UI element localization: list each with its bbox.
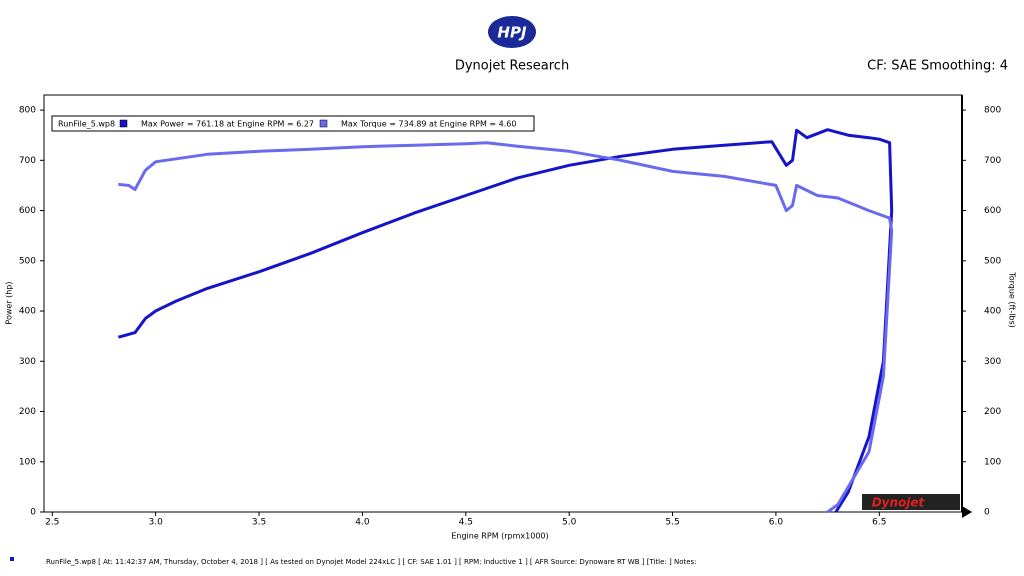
- y2-tick-label: 600: [984, 206, 1001, 216]
- y2-tick-label: 700: [984, 156, 1001, 166]
- x-tick-label: 3.5: [252, 518, 266, 528]
- y2-tick-label: 400: [984, 307, 1001, 317]
- y-tick-label: 800: [19, 106, 36, 116]
- y2-axis-label: Torque (ft-lbs): [1008, 271, 1017, 328]
- brand-text: Dynojet: [872, 496, 926, 510]
- legend-box: [51, 115, 535, 132]
- y-tick-label: 100: [19, 457, 36, 467]
- x-tick-label: 2.5: [45, 518, 59, 528]
- x-axis-label: Engine RPM (rpmx1000): [451, 532, 548, 541]
- chart-title: Dynojet Research: [455, 59, 569, 74]
- footer-marker: [10, 557, 14, 561]
- x-tick-label: 6.0: [769, 518, 784, 528]
- dynojet-logo: Dynojet: [862, 494, 960, 510]
- legend-label: Max Torque = 734.89 at Engine RPM = 4.60: [341, 120, 516, 129]
- y2-tick-label: 500: [984, 256, 1001, 266]
- hpj-logo: HPJ: [488, 16, 536, 48]
- y-tick-label: 400: [19, 307, 36, 317]
- legend-label: Max Power = 761.18 at Engine RPM = 6.27: [141, 120, 314, 129]
- legend: RunFile_5.wp8 Max Power = 761.18 at Engi…: [51, 115, 535, 132]
- x-tick-label: 6.5: [872, 518, 886, 528]
- y2-tick-label: 200: [984, 407, 1001, 417]
- y2-tick-label: 300: [984, 357, 1001, 367]
- logo-text: HPJ: [497, 24, 527, 42]
- y-axis-label: Power (hp): [5, 281, 14, 324]
- y2-tick-label: 100: [984, 457, 1001, 467]
- x-axis-arrow: [962, 506, 972, 518]
- y-tick-label: 200: [19, 407, 36, 417]
- legend-title: RunFile_5.wp8: [58, 120, 115, 129]
- x-tick-label: 4.5: [459, 518, 473, 528]
- chart-subtitle: CF: SAE Smoothing: 4: [867, 59, 1008, 74]
- series-line: [117, 128, 894, 513]
- legend-swatch: [319, 119, 328, 128]
- series-line: [118, 141, 894, 514]
- x-tick-label: 3.0: [148, 518, 163, 528]
- y-tick-label: 0: [30, 508, 36, 518]
- footer: RunFile_5.wp8 [ At: 11:42:37 AM, Thursda…: [46, 558, 697, 566]
- legend-swatch: [119, 119, 128, 128]
- x-tick-label: 4.0: [355, 518, 370, 528]
- x-tick-label: 5.5: [665, 518, 679, 528]
- x-tick-label: 5.0: [562, 518, 577, 528]
- y2-tick-label: 0: [984, 508, 990, 518]
- brand-box: [862, 494, 960, 510]
- y-tick-label: 700: [19, 156, 36, 166]
- y2-tick-label: 800: [984, 106, 1001, 116]
- y-tick-label: 500: [19, 256, 36, 266]
- y-tick-label: 300: [19, 357, 36, 367]
- y-tick-label: 600: [19, 206, 36, 216]
